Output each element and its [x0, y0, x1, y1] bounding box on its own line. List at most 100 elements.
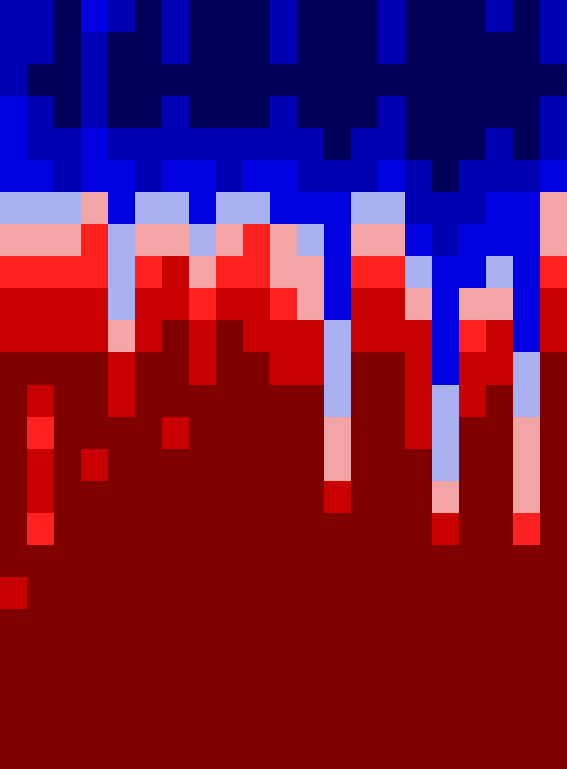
heatmap-cell [81, 641, 109, 674]
heatmap-cell [243, 288, 271, 321]
heatmap-cell [162, 256, 190, 289]
heatmap-cell [432, 352, 460, 385]
heatmap-cell [189, 609, 217, 642]
heatmap-cell [405, 256, 433, 289]
heatmap-cell [162, 545, 190, 578]
heatmap-cell [162, 224, 190, 257]
heatmap-cell [189, 224, 217, 257]
heatmap-cell [297, 385, 325, 418]
heatmap-cell [324, 128, 352, 161]
heatmap-cell [459, 417, 487, 450]
heatmap-cell [243, 673, 271, 706]
heatmap-cell [216, 352, 244, 385]
heatmap-cell [216, 609, 244, 642]
heatmap-cell [189, 0, 217, 33]
heatmap-cell [27, 224, 55, 257]
heatmap-cell [297, 545, 325, 578]
heatmap-cell [54, 417, 82, 450]
heatmap-cell [162, 673, 190, 706]
heatmap-cell [135, 641, 163, 674]
heatmap-cell [270, 320, 298, 353]
heatmap-cell [486, 513, 514, 546]
heatmap-cell [540, 449, 567, 482]
heatmap-cell [135, 224, 163, 257]
heatmap-cell [351, 192, 379, 225]
heatmap-cell [405, 128, 433, 161]
heatmap-cell [54, 545, 82, 578]
heatmap-cell [405, 64, 433, 97]
heatmap-cell [270, 288, 298, 321]
heatmap-cell [378, 481, 406, 514]
heatmap-cell [162, 0, 190, 33]
heatmap-cell [135, 160, 163, 193]
heatmap-cell [486, 705, 514, 738]
heatmap-cell [216, 320, 244, 353]
heatmap-cell [0, 545, 28, 578]
heatmap-cell [81, 128, 109, 161]
heatmap-cell [324, 449, 352, 482]
heatmap-cell [486, 545, 514, 578]
heatmap-cell [243, 385, 271, 418]
heatmap-cell [270, 513, 298, 546]
heatmap-cell [270, 481, 298, 514]
heatmap-cell [216, 705, 244, 738]
heatmap-cell [54, 64, 82, 97]
heatmap-cell [540, 673, 567, 706]
heatmap-cell [0, 673, 28, 706]
heatmap-cell [405, 288, 433, 321]
heatmap-cell [189, 417, 217, 450]
heatmap-cell [486, 481, 514, 514]
heatmap-cell [135, 64, 163, 97]
heatmap-cell [432, 705, 460, 738]
heatmap-cell [189, 32, 217, 65]
heatmap-cell [378, 32, 406, 65]
heatmap-cell [378, 96, 406, 129]
heatmap-cell [54, 288, 82, 321]
heatmap-cell [243, 320, 271, 353]
heatmap-cell [189, 385, 217, 418]
heatmap-cell [108, 641, 136, 674]
heatmap-cell [27, 96, 55, 129]
heatmap-cell [378, 320, 406, 353]
heatmap-cell [135, 0, 163, 33]
heatmap-cell [81, 352, 109, 385]
heatmap-cell [540, 417, 567, 450]
heatmap-cell [378, 224, 406, 257]
heatmap-cell [459, 320, 487, 353]
heatmap-cell [540, 481, 567, 514]
heatmap-cell [108, 96, 136, 129]
heatmap-cell [162, 417, 190, 450]
heatmap-cell [432, 481, 460, 514]
heatmap-cell [27, 417, 55, 450]
heatmap-cell [513, 96, 541, 129]
heatmap-cell [54, 160, 82, 193]
heatmap-cell [0, 128, 28, 161]
heatmap-cell [108, 481, 136, 514]
heatmap-cell [0, 513, 28, 546]
heatmap-cell [324, 96, 352, 129]
heatmap-cell [0, 417, 28, 450]
heatmap-cell [324, 481, 352, 514]
heatmap-cell [486, 449, 514, 482]
heatmap-cell [27, 256, 55, 289]
heatmap-cell [243, 577, 271, 610]
heatmap-cell [351, 224, 379, 257]
heatmap-cell [81, 320, 109, 353]
heatmap-cell [297, 192, 325, 225]
heatmap-cell [81, 545, 109, 578]
heatmap-cell [270, 224, 298, 257]
heatmap-cell [405, 385, 433, 418]
heatmap-cell [459, 641, 487, 674]
heatmap-cell [81, 160, 109, 193]
heatmap-cell [81, 256, 109, 289]
heatmap-cell [432, 128, 460, 161]
heatmap-cell [216, 224, 244, 257]
heatmap-cell [540, 128, 567, 161]
heatmap-cell [189, 192, 217, 225]
heatmap-cell [405, 545, 433, 578]
heatmap-cell [54, 609, 82, 642]
heatmap-cell [378, 545, 406, 578]
heatmap-cell [243, 256, 271, 289]
heatmap-cell [486, 385, 514, 418]
heatmap-cell [432, 320, 460, 353]
